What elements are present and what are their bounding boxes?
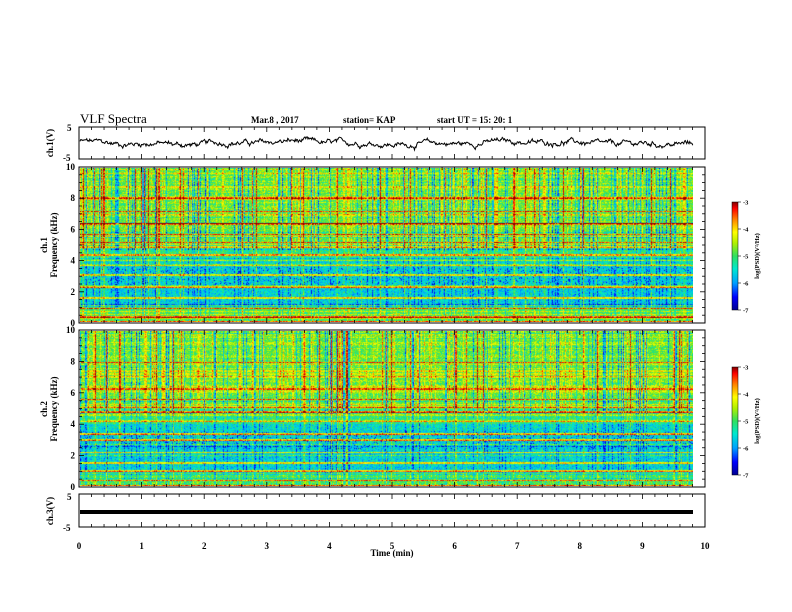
- time-tick-label: 0: [77, 541, 82, 551]
- ch2-channel-label: ch.2: [39, 401, 49, 417]
- frequency-tick-label: 10: [66, 162, 76, 172]
- frequency-tick-label: 6: [71, 388, 76, 398]
- colorbar-tick-label: -6: [743, 281, 749, 288]
- ch1-frequency-axis-label: Frequency (kHz): [49, 212, 59, 277]
- frequency-tick-label: 0: [71, 318, 76, 328]
- ch1-ytick-top: 5: [67, 123, 72, 133]
- frequency-tick-label: 4: [71, 256, 76, 266]
- ch1-colorbar: [731, 201, 739, 311]
- frequency-tick-label: 0: [71, 482, 76, 492]
- time-tick-label: 5: [390, 541, 395, 551]
- time-tick-label: 4: [327, 541, 332, 551]
- time-tick-label: 2: [202, 541, 207, 551]
- frequency-tick-label: 2: [71, 451, 76, 461]
- date-label: Mar.8 , 2017: [251, 115, 299, 125]
- colorbar-tick-label: -5: [743, 419, 749, 426]
- ch1-frequency-ticks: 0 2 4 6 8 10: [66, 162, 705, 328]
- ch3-ytick-bottom: -5: [63, 523, 71, 533]
- ch3-waveform-panel: 5 -5 ch.3(V): [45, 492, 706, 533]
- ch3-ytick-top: 5: [67, 492, 72, 502]
- ch2-colorbar: [731, 366, 739, 476]
- colorbar-tick-label: -6: [743, 446, 749, 453]
- ch1-ytick-bottom: -5: [63, 153, 71, 163]
- colorbar-tick-label: -4: [743, 227, 749, 234]
- ch3-voltage-axis-label: ch.3(V): [45, 497, 55, 525]
- colorbar-tick-label: -3: [743, 365, 749, 372]
- ch1-colorbar-ticks: -3 -4 -5 -6 -7: [738, 200, 749, 315]
- colorbar-tick-label: -5: [743, 254, 749, 261]
- frequency-tick-label: 2: [71, 287, 76, 297]
- time-axis-label: Time (min): [370, 548, 413, 558]
- time-axis-ticks: [78, 127, 706, 527]
- frequency-tick-label: 8: [71, 193, 76, 203]
- ch1-channel-label: ch.1: [39, 237, 49, 253]
- ch2-frequency-axis-label: Frequency (kHz): [49, 376, 59, 441]
- ch1-voltage-axis-label: ch.1(V): [45, 129, 55, 157]
- ch2-frequency-ticks: 0 2 4 6 8 10: [66, 325, 705, 492]
- time-tick-label: 6: [452, 541, 457, 551]
- time-axis-tick-labels: 0 1 2 3 4 5 6 7 8 9 10: [77, 541, 710, 551]
- start-time-label: start UT = 15: 20: 1: [437, 115, 513, 125]
- frequency-tick-label: 8: [71, 356, 76, 366]
- frequency-tick-label: 6: [71, 224, 76, 234]
- ch2-colorbar-label: log(PSD)(V²/Hz): [754, 398, 761, 444]
- ch2-spectrogram-image: [80, 331, 693, 486]
- time-tick-label: 7: [515, 541, 520, 551]
- station-label: station= KAP: [343, 115, 396, 125]
- figure-title: VLF Spectra: [80, 111, 147, 126]
- time-tick-label: 1: [139, 541, 144, 551]
- time-tick-label: 10: [701, 541, 711, 551]
- time-tick-label: 9: [640, 541, 645, 551]
- colorbar-tick-label: -7: [743, 308, 749, 315]
- ch1-waveform-panel: 5 -5 ch.1(V): [45, 123, 706, 163]
- time-tick-label: 3: [265, 541, 270, 551]
- frequency-tick-label: 4: [71, 419, 76, 429]
- time-tick-label: 8: [578, 541, 583, 551]
- ch1-waveform-line: [79, 136, 694, 152]
- ch1-spectrogram-image: [80, 168, 693, 322]
- colorbar-tick-label: -7: [743, 473, 749, 480]
- colorbar-tick-label: -3: [743, 200, 749, 207]
- ch2-colorbar-ticks: -3 -4 -5 -6 -7: [738, 365, 749, 480]
- frequency-tick-label: 10: [66, 325, 76, 335]
- colorbar-tick-label: -4: [743, 392, 749, 399]
- ch1-colorbar-label: log(PSD)(V²/Hz): [754, 233, 761, 279]
